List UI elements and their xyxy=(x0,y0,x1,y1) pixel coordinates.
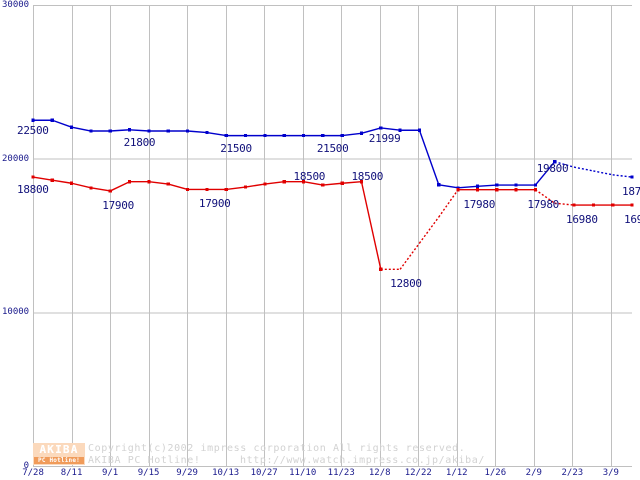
data-value-label: 17900 xyxy=(102,198,134,212)
logo-subtitle: PC Hotline! xyxy=(34,457,84,464)
x-axis-tick: 11/23 xyxy=(327,468,355,478)
x-axis-tick: 11/10 xyxy=(289,468,317,478)
site-url-text: http://www.watch.impress.co.jp/akiba/ xyxy=(240,455,485,466)
x-axis-tick: 2/23 xyxy=(561,468,584,478)
data-value-label: 17900 xyxy=(198,197,231,211)
x-axis-tick: 10/27 xyxy=(250,468,278,478)
gridlines xyxy=(33,5,632,467)
akiba-pc-hotline-logo: AKIBA PC Hotline! xyxy=(33,443,85,465)
data-value-label: 21500 xyxy=(316,141,349,155)
x-axis-tick: 8/11 xyxy=(60,468,83,478)
y-axis-tick: 0 xyxy=(23,461,30,471)
data-value-label: 18500 xyxy=(351,169,384,183)
y-axis-tick: 10000 xyxy=(2,307,30,318)
series-layer xyxy=(31,118,634,271)
x-axis-tick: 3/9 xyxy=(602,468,619,478)
x-axis-tick: 12/8 xyxy=(368,468,391,478)
x-axis-tick: 7/28 xyxy=(22,468,44,478)
x-axis-tick: 9/15 xyxy=(137,468,160,478)
x-axis-tick: 10/13 xyxy=(212,468,240,478)
data-value-label: 21999 xyxy=(368,131,401,145)
logo-title: AKIBA xyxy=(39,443,79,456)
data-value-label: 18799 xyxy=(622,185,640,199)
copyright-text: Copyright(c)2002 impress corporation All… xyxy=(88,443,466,454)
data-value-label: 16980 xyxy=(566,213,598,227)
data-value-label: 17980 xyxy=(463,197,496,211)
data-value-label: 18800 xyxy=(17,183,49,197)
data-value-label: 21800 xyxy=(123,135,156,149)
data-value-label: 19800 xyxy=(536,161,569,175)
data-value-label: 21500 xyxy=(220,141,252,155)
data-value-label: 17980 xyxy=(527,197,559,211)
x-axis-tick: 12/22 xyxy=(404,468,432,478)
data-value-label: 16980 xyxy=(624,213,640,227)
x-axis-tick: 2/9 xyxy=(525,468,542,478)
data-value-label: 22500 xyxy=(17,124,49,138)
site-name-text: AKIBA PC Hotline! xyxy=(88,455,201,466)
x-axis-tick: 1/26 xyxy=(484,468,507,478)
x-axis-tick: 1/12 xyxy=(445,468,468,478)
data-value-label: 12800 xyxy=(390,277,422,291)
data-value-label: 18500 xyxy=(293,169,326,183)
x-axis-tick: 9/1 xyxy=(101,468,119,478)
x-axis-tick: 9/29 xyxy=(176,468,198,478)
y-axis-tick: 20000 xyxy=(2,153,30,164)
y-axis-tick: 30000 xyxy=(2,0,30,10)
